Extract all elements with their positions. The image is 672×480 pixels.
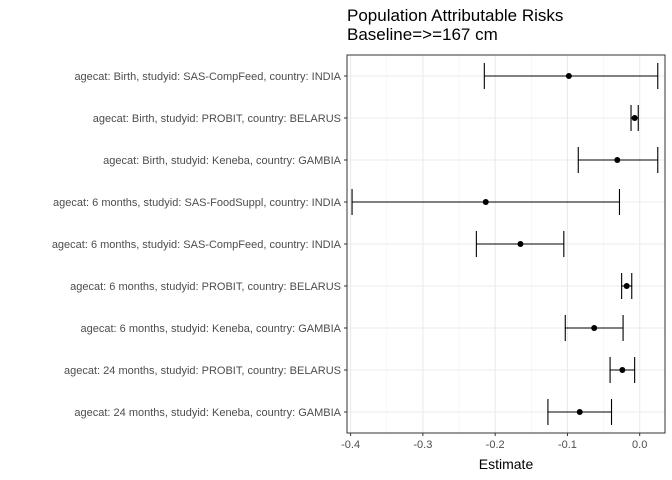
category-label: agecat: Birth, studyid: Keneba, country:… — [103, 155, 342, 167]
chart-subtitle: Baseline=>=167 cm — [347, 25, 498, 44]
category-label: agecat: 6 months, studyid: Keneba, count… — [81, 323, 342, 335]
x-tick-label: 0.0 — [632, 439, 647, 451]
estimate-point — [614, 157, 621, 163]
estimate-point — [482, 199, 489, 205]
estimate-point — [517, 241, 524, 247]
estimate-point — [631, 115, 638, 121]
x-tick-label: -0.1 — [558, 439, 577, 451]
estimate-point — [619, 367, 626, 373]
x-axis-title: Estimate — [479, 456, 534, 472]
x-tick-label: -0.3 — [413, 439, 432, 451]
category-label: agecat: 24 months, studyid: PROBIT, coun… — [64, 365, 341, 377]
category-label: agecat: Birth, studyid: SAS-CompFeed, co… — [74, 71, 341, 83]
x-axis-ticks: -0.4 -0.3 -0.2 -0.1 0.0 — [341, 433, 647, 451]
category-labels: agecat: Birth, studyid: SAS-CompFeed, co… — [52, 71, 347, 419]
category-label: agecat: 6 months, studyid: PROBIT, count… — [70, 281, 341, 293]
estimate-point — [591, 325, 598, 331]
x-tick-label: -0.2 — [486, 439, 505, 451]
data-marks — [351, 63, 659, 425]
category-label: agecat: 6 months, studyid: SAS-FoodSuppl… — [53, 197, 342, 209]
category-label: agecat: 24 months, studyid: Keneba, coun… — [74, 407, 341, 419]
category-label: agecat: 6 months, studyid: SAS-CompFeed,… — [52, 239, 342, 251]
chart-title: Population Attributable Risks — [347, 6, 563, 25]
x-tick-label: -0.4 — [341, 439, 360, 451]
estimate-point — [565, 73, 572, 79]
estimate-point — [623, 283, 630, 289]
category-label: agecat: Birth, studyid: PROBIT, country:… — [93, 113, 341, 125]
estimate-point — [576, 409, 583, 415]
